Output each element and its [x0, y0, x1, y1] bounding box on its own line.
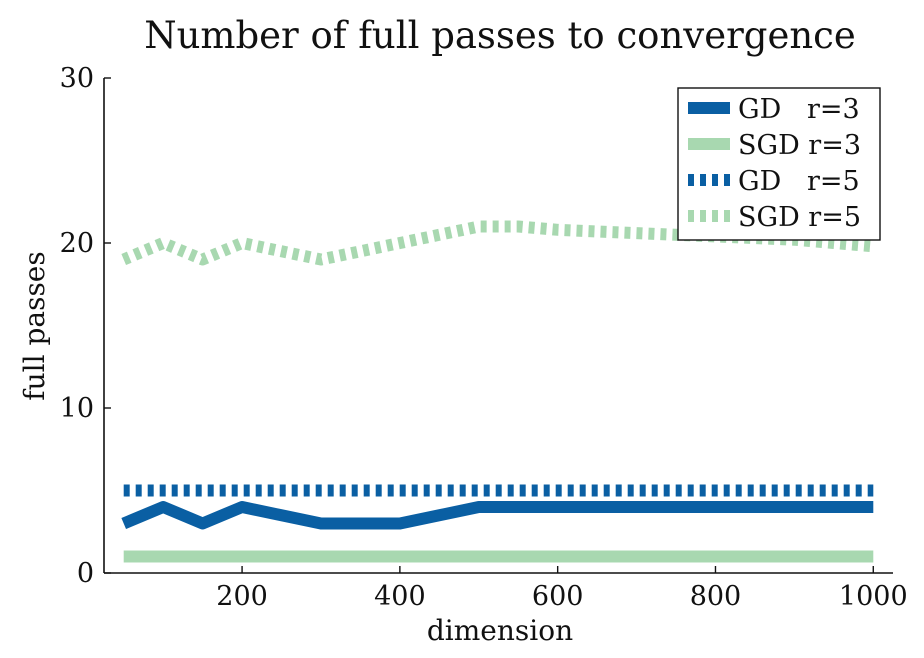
x-tick-label: 1000	[839, 581, 908, 612]
x-tick-label: 200	[216, 581, 268, 612]
series-line-0	[121, 501, 874, 530]
legend-label-0: GD r=3	[738, 94, 860, 125]
tick-group: 200 400 600 800 1000 0 10 20 30	[60, 63, 908, 612]
legend-label-2: GD r=5	[738, 166, 860, 197]
y-tick-label: 0	[77, 558, 94, 589]
chart-title: Number of full passes to convergence	[144, 14, 856, 57]
x-tick-label: 600	[532, 581, 584, 612]
y-tick-label: 30	[60, 63, 94, 94]
y-axis-label: full passes	[18, 251, 51, 401]
x-tick-label: 400	[374, 581, 426, 612]
legend-label-1: SGD r=3	[738, 130, 861, 161]
y-tick-label: 20	[60, 228, 94, 259]
series-group	[121, 220, 874, 563]
legend: GD r=3 SGD r=3 GD r=5 SGD r=5	[677, 87, 881, 241]
x-axis-label: dimension	[427, 614, 573, 647]
x-tick-label: 800	[690, 581, 742, 612]
y-tick-label: 10	[60, 393, 94, 424]
legend-label-3: SGD r=5	[738, 202, 861, 233]
